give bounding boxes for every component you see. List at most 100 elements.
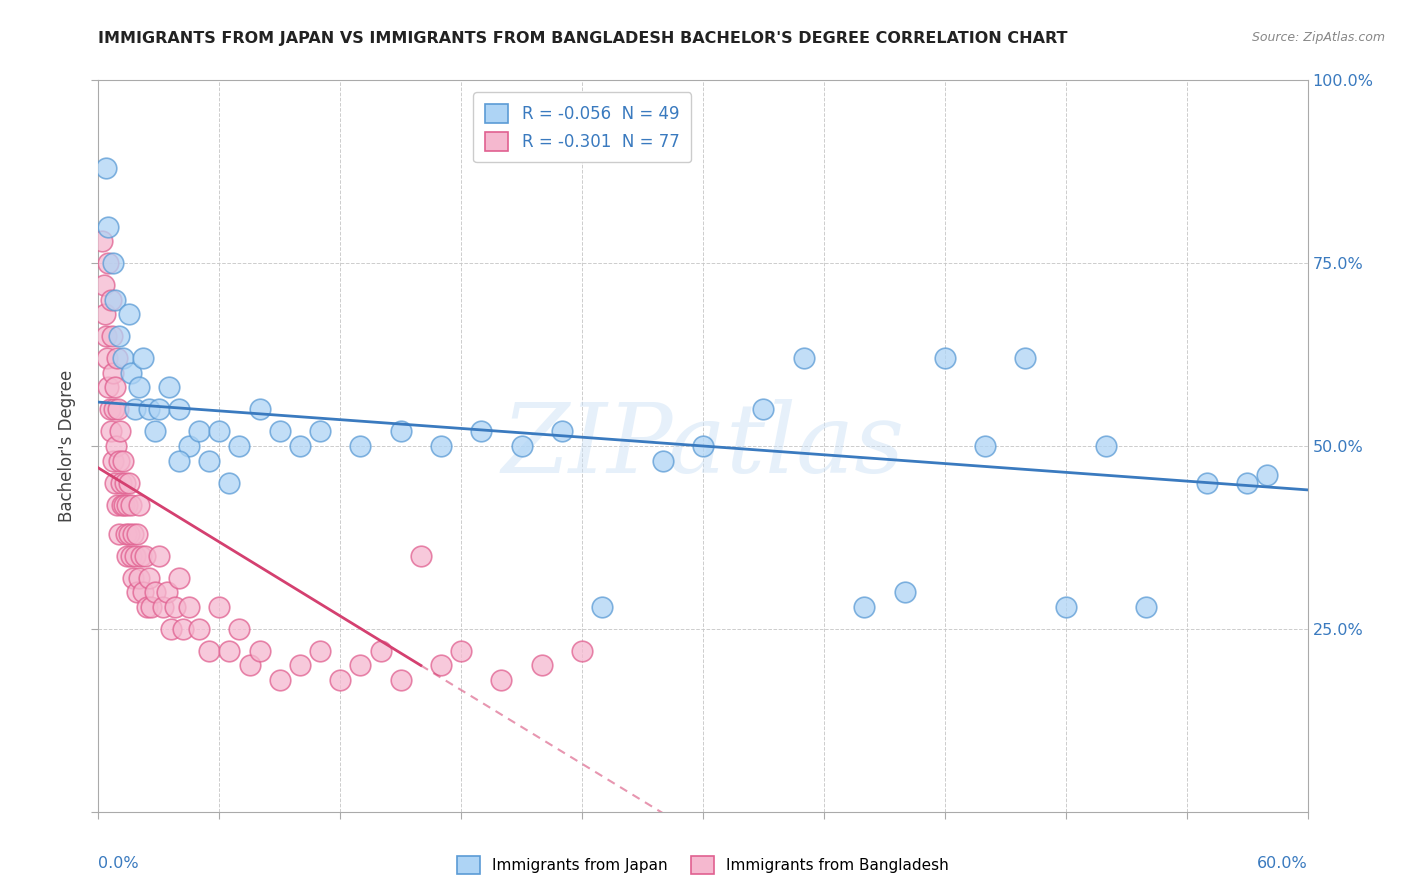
Point [329,673,352,687]
Point [309,644,332,658]
Point [228,622,250,636]
Point [107,402,129,417]
Point [1054,599,1077,614]
Point [389,673,412,687]
Point [1256,468,1278,483]
Text: ZIPatlas: ZIPatlas [502,399,904,493]
Point [974,439,997,453]
Text: IMMIGRANTS FROM JAPAN VS IMMIGRANTS FROM BANGLADESH BACHELOR'S DEGREE CORRELATIO: IMMIGRANTS FROM JAPAN VS IMMIGRANTS FROM… [98,31,1069,46]
Point [692,439,714,453]
Point [103,380,125,394]
Point [132,351,155,366]
Point [100,329,122,343]
Point [107,453,129,467]
Point [172,622,194,636]
Point [134,549,156,563]
Point [115,498,138,512]
Point [108,425,131,439]
Point [104,439,127,453]
Point [125,585,148,599]
Point [139,599,162,614]
Point [129,549,152,563]
Point [349,658,371,673]
Point [934,351,956,366]
Point [135,599,157,614]
Point [110,498,132,512]
Point [98,402,121,417]
Point [125,526,148,541]
Point [97,219,120,234]
Point [752,402,775,417]
Point [288,658,311,673]
Point [96,329,118,343]
Point [93,278,115,293]
Point [430,658,453,673]
Point [793,351,815,366]
Point [218,475,240,490]
Point [269,673,291,687]
Point [128,571,150,585]
Point [309,425,332,439]
Point [118,526,141,541]
Point [143,585,166,599]
Point [1095,439,1118,453]
Point [105,498,128,512]
Point [110,475,132,490]
Point [132,585,155,599]
Point [470,425,492,439]
Point [101,453,124,467]
Point [148,402,170,417]
Point [349,439,371,453]
Point [114,526,136,541]
Point [188,425,211,439]
Point [103,475,125,490]
Point [124,402,146,417]
Point [121,571,143,585]
Point [120,498,142,512]
Point [510,439,533,453]
Point [370,644,392,658]
Legend: R = -0.056  N = 49, R = -0.301  N = 77: R = -0.056 N = 49, R = -0.301 N = 77 [474,92,690,162]
Point [409,549,432,563]
Point [120,549,142,563]
Point [163,599,186,614]
Point [128,380,150,394]
Point [389,425,412,439]
Point [124,549,146,563]
Point [118,307,141,321]
Point [121,526,143,541]
Point [101,256,124,270]
Point [167,571,190,585]
Legend: Immigrants from Japan, Immigrants from Bangladesh: Immigrants from Japan, Immigrants from B… [451,850,955,880]
Point [179,599,201,614]
Point [208,599,231,614]
Point [107,526,129,541]
Point [188,622,211,636]
Point [152,599,174,614]
Point [157,380,180,394]
Point [1195,475,1218,490]
Point [118,475,141,490]
Point [128,498,150,512]
Point [179,439,201,453]
Point [112,498,135,512]
Y-axis label: Bachelor's Degree: Bachelor's Degree [58,370,76,522]
Point [228,439,250,453]
Point [96,351,118,366]
Point [138,402,160,417]
Point [97,380,120,394]
Point [167,402,190,417]
Point [1236,475,1258,490]
Point [288,439,311,453]
Point [167,453,190,467]
Point [105,351,128,366]
Point [551,425,574,439]
Point [893,585,915,599]
Point [111,453,134,467]
Point [651,453,673,467]
Point [160,622,183,636]
Point [114,475,136,490]
Point [101,366,124,380]
Point [1135,599,1157,614]
Text: Source: ZipAtlas.com: Source: ZipAtlas.com [1251,31,1385,45]
